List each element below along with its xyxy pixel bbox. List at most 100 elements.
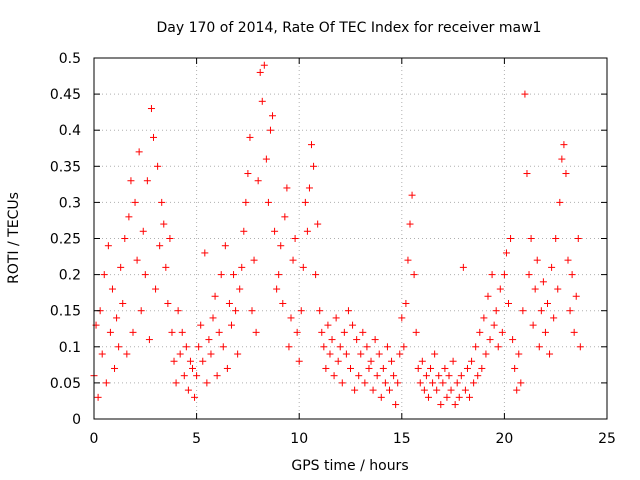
data-point (492, 307, 500, 315)
data-point (254, 177, 262, 185)
data-point (537, 307, 545, 315)
data-point (527, 235, 535, 242)
data-point (431, 350, 439, 358)
data-point (336, 343, 344, 351)
data-point (223, 364, 231, 372)
data-point (500, 271, 508, 279)
data-point (390, 372, 398, 380)
data-point (392, 401, 400, 409)
data-point (316, 307, 324, 315)
data-point (123, 350, 131, 358)
data-point (373, 372, 381, 380)
data-point (215, 328, 223, 336)
data-point (111, 364, 119, 372)
data-point (250, 256, 258, 264)
data-point (556, 198, 564, 206)
data-point (102, 379, 110, 387)
data-point (127, 177, 135, 185)
data-point (451, 401, 459, 409)
data-point (381, 379, 389, 387)
data-point (209, 314, 217, 322)
data-point (560, 141, 568, 149)
data-point (474, 372, 482, 380)
data-point (308, 141, 316, 149)
data-point (459, 263, 467, 271)
x-tick-label: 10 (290, 431, 308, 447)
data-point (568, 271, 576, 279)
data-point (295, 357, 303, 365)
data-point (195, 343, 203, 351)
data-point (168, 328, 176, 336)
data-point (427, 364, 435, 372)
data-point (293, 328, 301, 336)
y-tick-label: 0.35 (50, 159, 81, 175)
data-point (482, 350, 490, 358)
data-point (355, 372, 363, 380)
data-point (154, 162, 162, 170)
data-point (314, 220, 322, 228)
data-point (552, 235, 560, 242)
data-point (488, 271, 496, 279)
data-point (172, 379, 180, 387)
data-point (277, 242, 285, 250)
data-point (98, 350, 106, 358)
data-point (186, 357, 194, 365)
data-point (394, 379, 402, 387)
y-tick-label: 0.3 (59, 195, 81, 211)
data-point (484, 292, 492, 300)
data-point (108, 285, 116, 293)
data-point (156, 242, 164, 250)
data-point (357, 350, 365, 358)
data-point (145, 336, 153, 344)
data-point (178, 328, 186, 336)
data-point (279, 299, 287, 307)
data-point (558, 155, 566, 163)
data-point (147, 105, 155, 113)
data-point (143, 177, 151, 185)
data-point (234, 350, 242, 358)
data-point (564, 256, 572, 264)
data-point (230, 271, 238, 279)
data-point (388, 357, 396, 365)
data-point (461, 386, 469, 394)
data-point (94, 393, 102, 401)
data-point (496, 285, 504, 293)
data-point (404, 256, 412, 264)
data-point (121, 235, 129, 242)
y-tick-label: 0.05 (50, 376, 81, 392)
x-tick-labels: 0 5 10 15 20 25 (90, 431, 616, 447)
chart-title: Day 170 of 2014, Rate Of TEC Index for r… (157, 20, 542, 36)
data-point (478, 364, 486, 372)
data-point (521, 90, 529, 98)
data-point (342, 350, 350, 358)
data-point (505, 299, 513, 307)
data-point (312, 271, 320, 279)
data-point (162, 263, 170, 271)
data-point (539, 278, 547, 286)
data-point (441, 364, 449, 372)
data-point (328, 336, 336, 344)
data-point (359, 328, 367, 336)
data-point (385, 386, 393, 394)
data-point (125, 213, 133, 221)
data-point (283, 184, 291, 192)
axis-ticks (93, 57, 608, 420)
data-point (225, 299, 233, 307)
data-point (340, 328, 348, 336)
data-point (410, 271, 418, 279)
data-point (347, 364, 354, 372)
data-point (420, 386, 428, 394)
data-point (418, 357, 426, 365)
data-point (574, 235, 582, 242)
data-point (334, 357, 342, 365)
data-point (513, 386, 521, 394)
data-point (324, 321, 332, 329)
data-point (363, 343, 371, 351)
data-point (320, 343, 328, 351)
data-point (548, 263, 556, 271)
data-point (100, 271, 108, 279)
data-point (562, 170, 570, 178)
data-point (402, 299, 410, 307)
data-point (262, 155, 270, 163)
